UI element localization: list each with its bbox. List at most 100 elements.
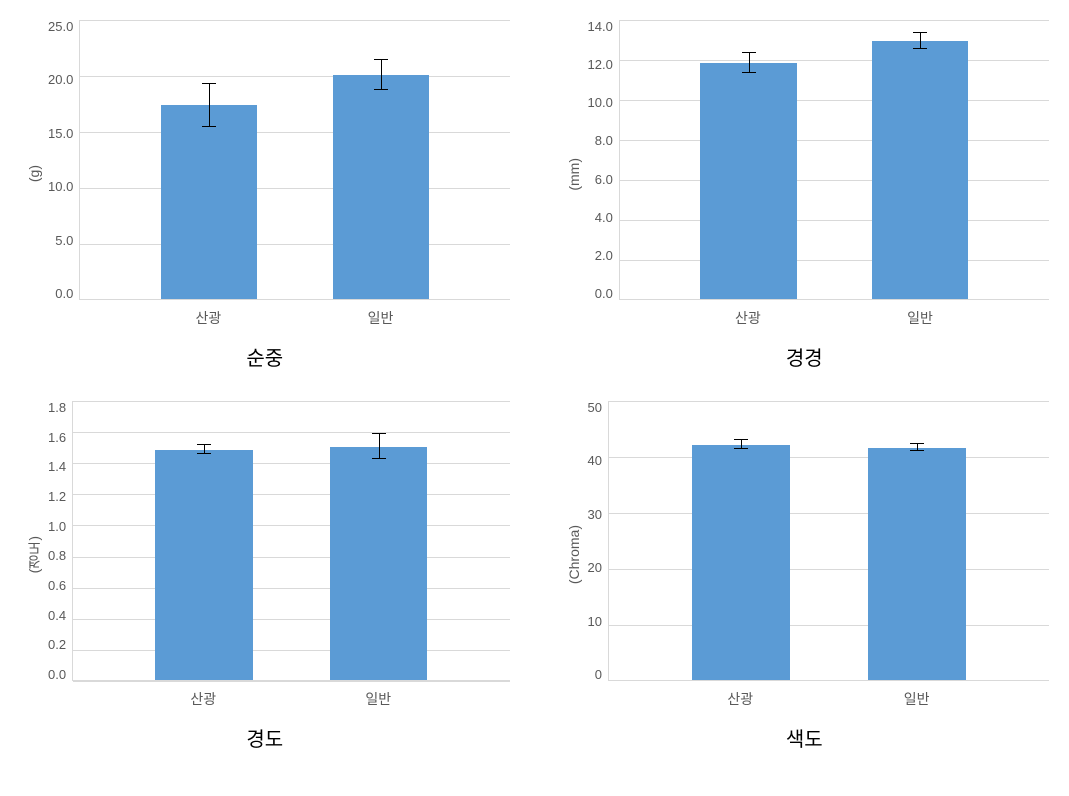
bars-layer	[609, 401, 1049, 680]
y-tick-label: 40	[588, 454, 602, 467]
plot-region	[619, 20, 1049, 300]
error-cap-top	[742, 52, 756, 53]
y-axis-label: (경도)	[24, 536, 44, 573]
bar-rect	[333, 75, 429, 299]
chart-area: (mm)14.012.010.08.06.04.02.00.0산광일반	[560, 20, 1050, 328]
x-axis-labels: 산광 일반	[72, 681, 509, 709]
error-bar	[209, 84, 210, 127]
y-tick-label: 0.2	[48, 638, 66, 651]
bar-rect	[700, 63, 796, 299]
plot-region	[79, 20, 509, 300]
error-bar	[379, 434, 380, 459]
y-tick-label: 25.0	[48, 20, 73, 33]
error-cap-top	[374, 59, 388, 60]
y-tick-label: 15.0	[48, 127, 73, 140]
bars-layer	[80, 20, 509, 299]
chart-gyeonggyeong: (mm)14.012.010.08.06.04.02.00.0산광일반경경	[560, 20, 1050, 371]
y-tick-label: 12.0	[588, 58, 613, 71]
bar-slot	[333, 75, 429, 299]
y-tick-label: 1.4	[48, 460, 66, 473]
y-axis-label: (Chroma)	[566, 525, 582, 584]
y-tick-label: 0.0	[55, 287, 73, 300]
error-cap-top	[372, 433, 386, 434]
x-tick-label: 산광	[691, 689, 790, 709]
bar-slot	[330, 447, 428, 680]
plot-wrap: 산광 일반	[72, 401, 509, 709]
y-tick-label: 1.2	[48, 490, 66, 503]
bar-slot	[868, 448, 967, 680]
error-cap-top	[913, 32, 927, 33]
x-tick-label: 일반	[329, 689, 427, 709]
error-cap-bottom	[372, 458, 386, 459]
x-tick-label: 산광	[700, 308, 796, 328]
y-axis-label-wrap: (g)	[20, 20, 48, 328]
chart-area: (g) 25.0 20.0 15.0 10.0 5.0 0.0 산광 일반	[20, 20, 510, 328]
y-tick-label: 0.4	[48, 609, 66, 622]
chart-title: 순중	[246, 342, 283, 371]
y-tick-label: 0.0	[48, 668, 66, 681]
y-axis-label-wrap: (Chroma)	[560, 401, 588, 709]
y-axis-ticks: 1.8 1.6 1.4 1.2 1.0 0.8 0.6 0.4 0.2 0.0	[48, 401, 72, 681]
y-tick-label: 10	[588, 615, 602, 628]
y-tick-label: 0.6	[48, 579, 66, 592]
y-axis-label: (mm)	[566, 158, 582, 191]
error-cap-bottom	[197, 453, 211, 454]
y-tick-label: 5.0	[55, 234, 73, 247]
y-tick-label: 30	[588, 508, 602, 521]
chart-area: (경도) 1.8 1.6 1.4 1.2 1.0 0.8 0.6 0.4 0.2 0.0 산광 일반	[20, 401, 510, 709]
chart-title: 색도	[786, 723, 823, 752]
chart-area: (Chroma) 50 40 30 20 10 0 산광 일반	[560, 401, 1050, 709]
bar-rect	[868, 448, 967, 680]
plot-wrap: 산광 일반	[608, 401, 1049, 709]
y-axis-ticks: 14.012.010.08.06.04.02.00.0	[588, 20, 619, 300]
chart-saekdo: (Chroma) 50 40 30 20 10 0 산광 일반색도	[560, 401, 1050, 752]
y-tick-label: 1.6	[48, 431, 66, 444]
x-tick-label: 일반	[867, 689, 966, 709]
x-axis-labels: 산광 일반	[79, 300, 509, 328]
error-cap-bottom	[374, 89, 388, 90]
error-cap-bottom	[913, 48, 927, 49]
y-tick-label: 0	[595, 668, 602, 681]
plot-wrap: 산광 일반	[619, 20, 1049, 328]
x-axis-labels: 산광 일반	[619, 300, 1049, 328]
y-axis-label: (g)	[26, 165, 42, 182]
y-tick-label: 1.8	[48, 401, 66, 414]
y-tick-label: 10.0	[588, 96, 613, 109]
error-cap-bottom	[202, 126, 216, 127]
y-tick-label: 1.0	[48, 520, 66, 533]
y-tick-label: 10.0	[48, 180, 73, 193]
y-tick-label: 6.0	[595, 173, 613, 186]
x-tick-label: 산광	[160, 308, 256, 328]
bar-rect	[155, 450, 253, 680]
x-axis-labels: 산광 일반	[608, 681, 1049, 709]
y-tick-label: 0.8	[48, 549, 66, 562]
chart-sunjung: (g) 25.0 20.0 15.0 10.0 5.0 0.0 산광 일반순중	[20, 20, 510, 371]
bar-slot	[872, 41, 968, 299]
bar-rect	[692, 445, 791, 680]
chart-gyeongdo: (경도)1.81.61.41.21.00.80.60.40.20.0산광일반경도	[20, 401, 510, 752]
error-bar	[381, 60, 382, 89]
x-tick-label: 일반	[332, 308, 428, 328]
error-cap-bottom	[734, 448, 748, 449]
y-tick-label: 2.0	[595, 249, 613, 262]
bar-rect	[330, 447, 428, 680]
chart-title: 경경	[786, 342, 823, 371]
chart-grid: (g)25.020.015.010.05.00.0산광일반순중(mm)14.01…	[20, 20, 1049, 752]
x-tick-label: 산광	[154, 689, 252, 709]
error-cap-bottom	[910, 450, 924, 451]
y-tick-label: 20.0	[48, 73, 73, 86]
y-axis-ticks: 50 40 30 20 10 0	[588, 401, 608, 681]
bar-slot	[155, 450, 253, 680]
y-axis-ticks: 25.0 20.0 15.0 10.0 5.0 0.0	[48, 20, 79, 300]
y-axis-label-wrap: (mm)	[560, 20, 588, 328]
x-tick-label: 일반	[872, 308, 968, 328]
y-tick-label: 8.0	[595, 134, 613, 147]
y-tick-label: 4.0	[595, 211, 613, 224]
bars-layer	[73, 401, 509, 680]
error-cap-top	[197, 444, 211, 445]
y-axis-label-wrap: (경도)	[20, 401, 48, 709]
plot-region	[608, 401, 1049, 681]
y-tick-label: 20	[588, 561, 602, 574]
y-tick-label: 14.0	[588, 20, 613, 33]
y-tick-label: 50	[588, 401, 602, 414]
